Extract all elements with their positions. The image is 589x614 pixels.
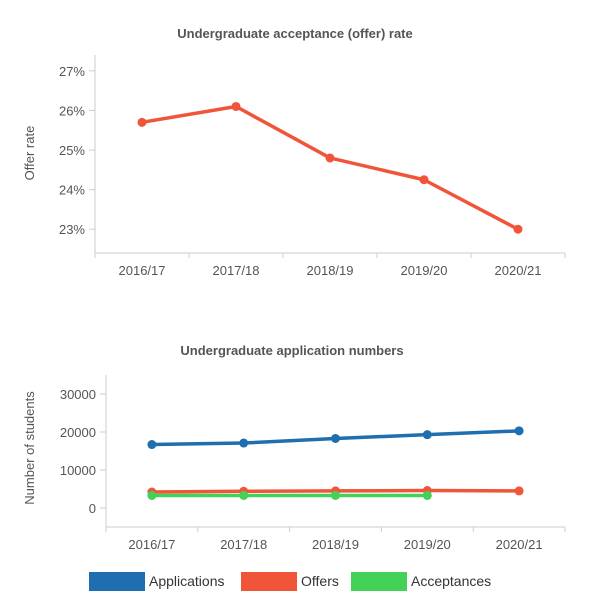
application-numbers-chart: Undergraduate application numbers Number… [22,343,566,552]
data-point [331,490,340,500]
legend-item-offers[interactable]: Offers [241,572,339,591]
data-point [419,175,429,185]
x-tick-label: 2017/18 [213,263,260,278]
data-point [325,153,335,163]
x-tick-label: 2016/17 [128,537,175,552]
data-point [231,101,241,111]
offer-rate-chart: Undergraduate acceptance (offer) rate Of… [22,26,566,278]
legend-swatch [351,572,407,591]
y-axis-label: Number of students [22,391,37,505]
y-tick-label: 25% [59,143,85,158]
data-point [422,490,432,500]
data-point [514,426,524,436]
data-point [513,224,523,234]
data-point [239,438,249,448]
legend-label: Offers [301,573,339,589]
chart-title: Undergraduate acceptance (offer) rate [177,26,413,41]
y-tick-label: 20000 [60,425,96,440]
legend-label: Acceptances [411,573,491,589]
x-tick-label: 2016/17 [119,263,166,278]
data-point [239,490,249,500]
y-tick-label: 23% [59,222,85,237]
x-tick-label: 2019/20 [404,537,451,552]
x-tick-label: 2020/21 [495,263,542,278]
chart-title: Undergraduate application numbers [180,343,403,358]
x-tick-label: 2019/20 [401,263,448,278]
y-axis-label: Offer rate [22,126,37,181]
y-tick-label: 0 [89,501,96,516]
legend-label: Applications [149,573,225,589]
data-point [147,490,157,500]
data-point [137,117,147,127]
data-point [147,440,157,450]
x-tick-label: 2020/21 [496,537,543,552]
legend-item-applications[interactable]: Applications [89,572,225,591]
y-tick-label: 27% [59,64,85,79]
x-tick-label: 2018/19 [312,537,359,552]
data-point [422,430,432,440]
legend-swatch [89,572,145,591]
x-tick-label: 2017/18 [220,537,267,552]
x-tick-label: 2018/19 [307,263,354,278]
legend-swatch [241,572,297,591]
legend: Applications Offers Acceptances [89,572,491,591]
data-point [331,433,340,443]
y-tick-label: 30000 [60,387,96,402]
y-tick-label: 10000 [60,463,96,478]
series-line [141,104,519,231]
data-point [514,486,524,496]
y-tick-label: 26% [59,103,85,118]
y-tick-label: 24% [59,183,85,198]
legend-item-acceptances[interactable]: Acceptances [351,572,491,591]
